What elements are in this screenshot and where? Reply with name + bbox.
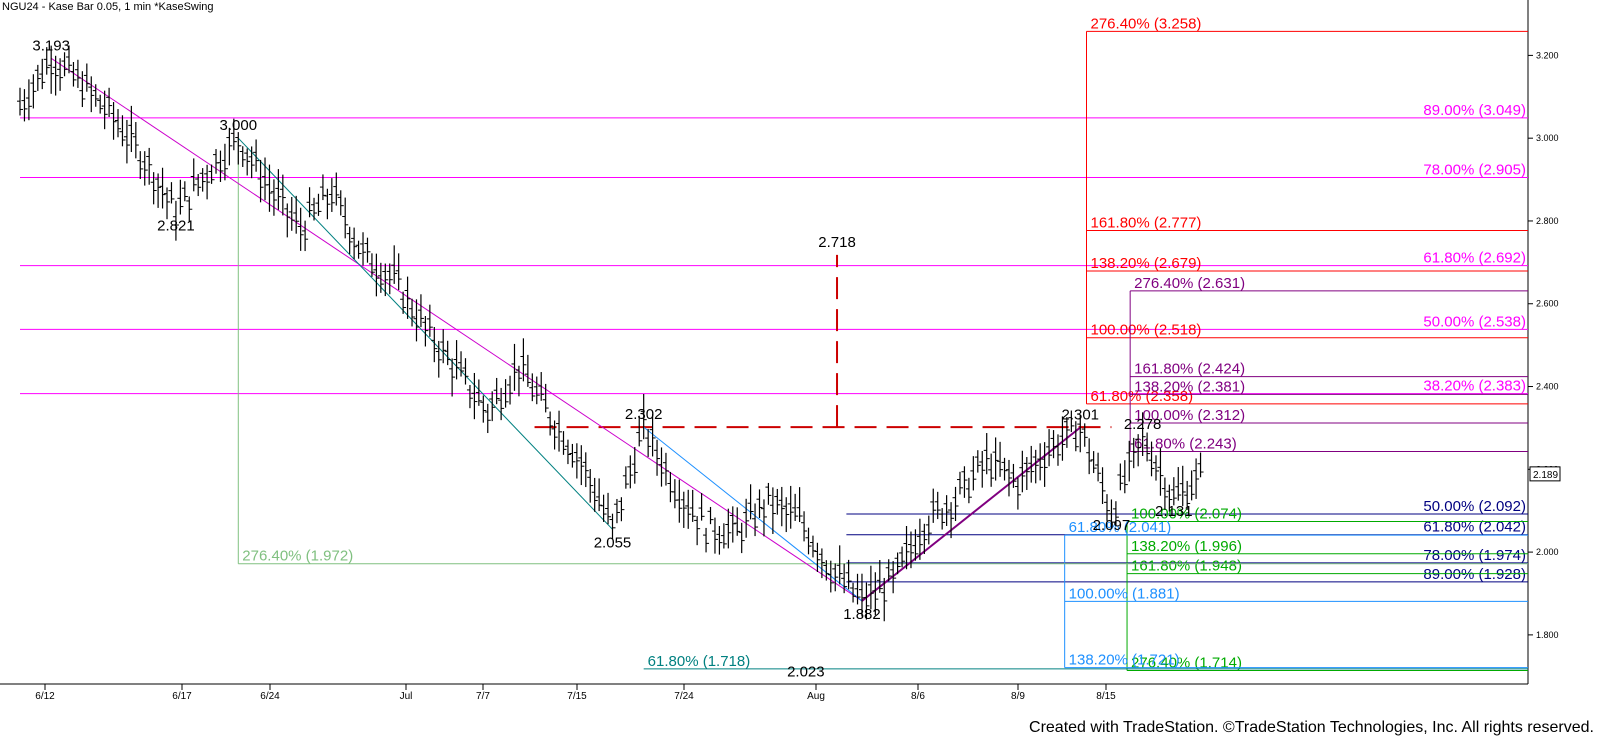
swing-label: 2.278 — [1124, 416, 1162, 433]
swing-label: 2.821 — [157, 217, 195, 234]
swing-label: 2.131 — [1155, 503, 1193, 520]
projection-level-label: 138.20% (2.679) — [1091, 255, 1202, 272]
projection-level-label: 50.00% (2.538) — [1423, 313, 1526, 330]
projection-level-label: 61.80% (2.358) — [1091, 388, 1194, 405]
projection-level-label: 78.00% (1.974) — [1423, 547, 1526, 564]
swing-label: 2.301 — [1061, 407, 1099, 424]
swing-line — [643, 426, 863, 602]
projection-level-label: 138.20% (2.381) — [1134, 378, 1245, 395]
projection-level-label: 161.80% (2.777) — [1091, 214, 1202, 231]
projection-level-label: 161.80% (2.424) — [1134, 361, 1245, 378]
projection-level-label: 100.00% (2.518) — [1091, 322, 1202, 339]
swing-label: 2.023 — [787, 663, 825, 680]
projection-level-label: 100.00% (2.074) — [1131, 505, 1242, 522]
projection-level-label: 61.80% (2.042) — [1423, 519, 1526, 536]
x-tick-label: 7/15 — [567, 691, 587, 702]
projection-level-label: 161.80% (1.948) — [1131, 558, 1242, 575]
projection-level-label: 276.40% (2.631) — [1134, 275, 1245, 292]
swing-label: 3.000 — [220, 117, 258, 134]
tradestation-credit: Created with TradeStation. ©TradeStation… — [1029, 719, 1594, 736]
swing-label: 1.882 — [843, 606, 881, 623]
y-tick-label: 2.000 — [1536, 547, 1559, 557]
x-tick-label: 6/24 — [260, 691, 280, 702]
projection-level-label: 138.20% (1.721) — [1069, 652, 1180, 669]
projection-level-label: 276.40% (3.258) — [1091, 15, 1202, 32]
projection-level-label: 50.00% (2.092) — [1423, 498, 1526, 515]
last-price-label: 2.189 — [1533, 470, 1558, 481]
y-tick-label: 2.400 — [1536, 382, 1559, 392]
projection-level-label: 61.80% (2.243) — [1134, 436, 1237, 453]
projection-level-label: 61.80% (2.692) — [1423, 250, 1526, 267]
x-tick-label: 8/15 — [1096, 691, 1116, 702]
swing-label: 2.718 — [818, 234, 856, 251]
projection-level-label: 61.80% (2.041) — [1069, 519, 1172, 536]
swing-label: 3.193 — [32, 37, 70, 54]
y-tick-label: 2.600 — [1536, 299, 1559, 309]
y-tick-label: 1.800 — [1536, 630, 1559, 640]
y-tick-label: 2.800 — [1536, 216, 1559, 226]
projection-level-label: 100.00% (2.312) — [1134, 407, 1245, 424]
projection-level-label: 89.00% (3.049) — [1423, 102, 1526, 119]
projection-level-label: 100.00% (1.881) — [1069, 585, 1180, 602]
last-price-box — [1529, 466, 1561, 482]
chart-header: NGU24 - Kase Bar 0.05, 1 min *KaseSwing — [2, 1, 214, 13]
swing-line — [861, 426, 1081, 602]
y-tick-label: 3.000 — [1536, 133, 1559, 143]
x-tick-label: 8/6 — [911, 691, 925, 702]
trend-line — [50, 57, 863, 602]
x-tick-label: 8/9 — [1011, 691, 1025, 702]
projection-level-label: 38.20% (2.383) — [1423, 378, 1526, 395]
swing-label: 2.302 — [625, 406, 663, 423]
x-tick-label: 6/12 — [35, 691, 55, 702]
y-tick-label: 3.200 — [1536, 50, 1559, 60]
swing-label: 2.055 — [594, 534, 632, 551]
x-tick-label: Aug — [807, 691, 825, 702]
x-tick-label: 7/24 — [674, 691, 694, 702]
projection-level-label: 78.00% (2.905) — [1423, 162, 1526, 179]
projection-level-label: 89.00% (1.928) — [1423, 566, 1526, 583]
swing-label: 2.097 — [1093, 517, 1131, 534]
projection-level-label: 276.40% (1.972) — [242, 548, 353, 565]
x-tick-label: Jul — [400, 691, 413, 702]
x-tick-label: 7/7 — [476, 691, 490, 702]
projection-level-label: 61.80% (1.718) — [648, 653, 751, 670]
projection-level-label: 138.20% (1.996) — [1131, 538, 1242, 555]
x-tick-label: 6/17 — [172, 691, 192, 702]
